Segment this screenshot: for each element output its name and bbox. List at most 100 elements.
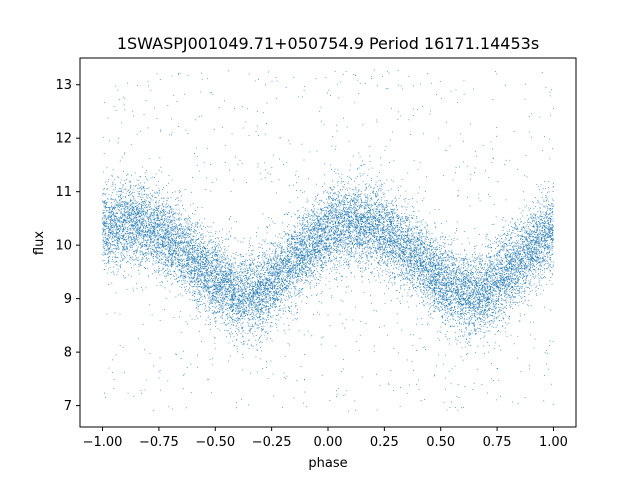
data-point — [359, 244, 360, 246]
data-point — [250, 291, 252, 293]
data-point — [212, 312, 214, 314]
data-point — [492, 279, 494, 281]
data-point — [494, 255, 496, 257]
data-point — [237, 294, 239, 296]
data-point — [302, 253, 304, 255]
data-point — [410, 266, 411, 267]
data-point — [422, 252, 423, 253]
data-point — [395, 232, 397, 234]
data-point — [382, 259, 383, 261]
data-point — [145, 213, 147, 214]
data-point — [424, 346, 426, 348]
data-point — [176, 248, 177, 249]
data-point — [445, 285, 447, 287]
data-point — [236, 311, 238, 313]
data-point — [215, 312, 217, 314]
data-point — [370, 238, 372, 240]
data-point — [256, 290, 257, 292]
data-point — [342, 208, 344, 210]
data-point — [138, 273, 140, 275]
data-point — [256, 371, 258, 373]
data-point — [265, 294, 267, 296]
data-point — [141, 245, 143, 247]
data-point — [158, 232, 160, 234]
data-point — [398, 230, 399, 231]
data-point — [389, 231, 390, 232]
data-point — [501, 298, 503, 300]
data-point — [217, 279, 218, 281]
data-point — [384, 245, 386, 247]
data-point — [385, 204, 387, 206]
data-point — [200, 267, 201, 268]
data-point — [533, 242, 535, 244]
data-point — [333, 243, 334, 244]
data-point — [504, 286, 506, 288]
data-point — [295, 306, 297, 308]
data-point — [475, 283, 477, 285]
data-point — [108, 217, 110, 218]
data-point — [139, 219, 141, 221]
data-point — [419, 281, 421, 282]
data-point — [301, 274, 303, 276]
data-point — [191, 255, 193, 256]
data-point — [151, 212, 153, 214]
data-point — [429, 294, 431, 296]
data-point — [151, 242, 153, 243]
data-point — [526, 265, 527, 267]
data-point — [128, 213, 130, 215]
data-point — [410, 243, 412, 244]
data-point — [274, 222, 276, 224]
data-point — [273, 244, 274, 246]
data-point — [396, 264, 397, 265]
data-point — [212, 279, 214, 281]
data-point — [424, 244, 426, 245]
data-point — [189, 315, 191, 317]
data-point — [297, 266, 298, 268]
data-point — [463, 334, 465, 336]
data-point — [386, 271, 388, 272]
data-point — [192, 251, 194, 253]
data-point — [251, 296, 253, 297]
data-point — [257, 287, 258, 289]
data-point — [128, 235, 130, 237]
data-point — [512, 253, 514, 255]
data-point — [128, 220, 130, 221]
data-point — [445, 283, 447, 285]
data-point — [227, 300, 228, 301]
data-point — [371, 199, 373, 200]
data-point — [422, 257, 424, 259]
data-point — [185, 286, 187, 287]
data-point — [384, 243, 386, 245]
data-point — [495, 283, 497, 284]
data-point — [133, 233, 135, 235]
data-point — [362, 233, 364, 234]
data-point — [312, 248, 314, 249]
data-point — [359, 242, 361, 243]
data-point — [196, 249, 198, 251]
data-point — [113, 231, 114, 233]
data-point — [378, 248, 379, 250]
data-point — [497, 289, 499, 291]
data-point — [315, 233, 317, 235]
data-point — [380, 236, 381, 238]
data-point — [289, 291, 290, 293]
data-point — [307, 261, 308, 263]
data-point — [515, 268, 517, 270]
data-point — [358, 260, 359, 262]
data-point — [308, 248, 310, 250]
data-point — [181, 275, 182, 277]
data-point — [253, 267, 255, 269]
data-point — [111, 206, 112, 208]
data-point — [336, 259, 337, 261]
data-point — [268, 318, 270, 320]
data-point — [289, 277, 290, 279]
data-point — [491, 250, 492, 252]
data-point — [364, 248, 365, 250]
data-point — [355, 250, 357, 252]
data-point — [319, 234, 320, 236]
data-point — [485, 301, 486, 302]
data-point — [214, 246, 216, 248]
data-point — [511, 246, 513, 247]
data-point — [209, 279, 211, 281]
data-point — [466, 343, 468, 344]
